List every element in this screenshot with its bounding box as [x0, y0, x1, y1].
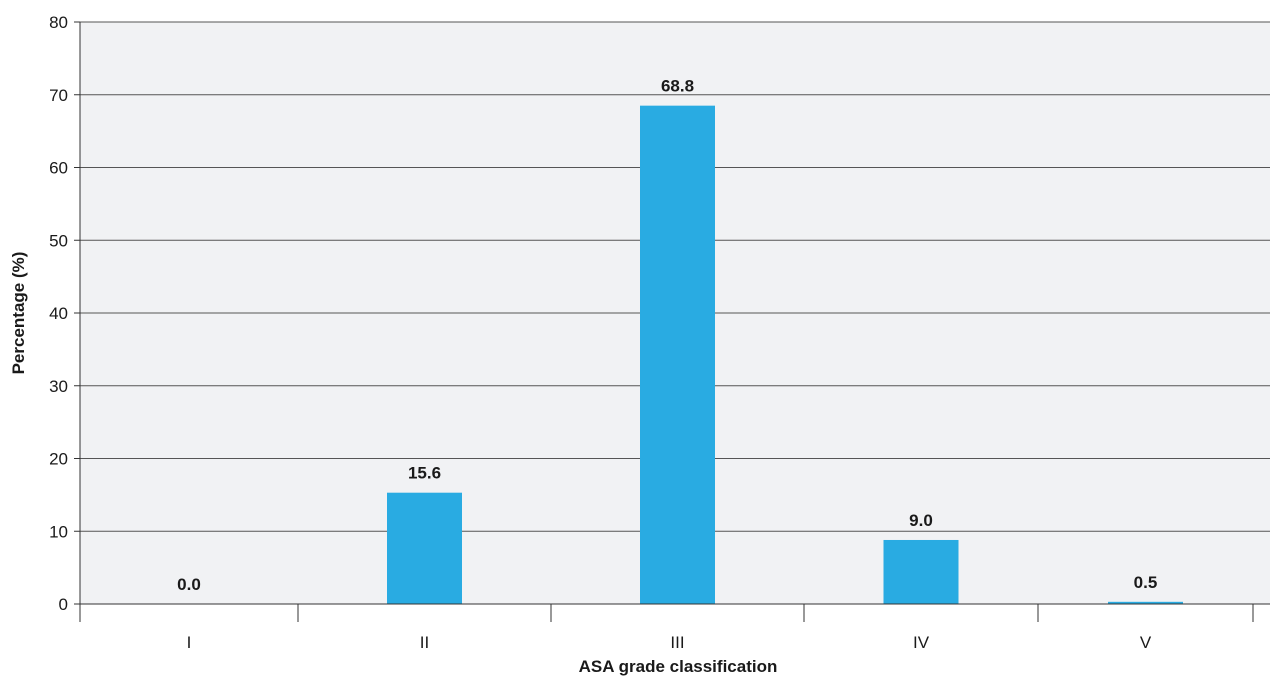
bar-iii — [640, 105, 715, 604]
data-label-iv: 9.0 — [909, 511, 933, 530]
y-tick-label: 40 — [49, 304, 68, 323]
y-tick-label: 10 — [49, 522, 68, 541]
y-tick-label: 0 — [59, 595, 68, 614]
y-tick-label: 60 — [49, 159, 68, 178]
x-axis-title: ASA grade classification — [579, 657, 778, 676]
y-axis-title: Percentage (%) — [9, 252, 28, 375]
x-tick-label: II — [420, 633, 429, 652]
bar-iv — [883, 539, 959, 604]
x-tick-label: I — [187, 633, 192, 652]
y-tick-label: 70 — [49, 86, 68, 105]
x-tick-label: V — [1140, 633, 1152, 652]
bars — [387, 105, 1183, 604]
y-tick-label: 20 — [49, 450, 68, 469]
x-tick-label: III — [670, 633, 684, 652]
y-tick-label: 50 — [49, 231, 68, 250]
data-label-ii: 15.6 — [408, 464, 441, 483]
data-label-i: 0.0 — [177, 575, 201, 594]
x-axis: I II III IV V — [79, 603, 1270, 652]
data-label-v: 0.5 — [1134, 573, 1158, 592]
bar-v — [1108, 601, 1183, 604]
x-tick-label: IV — [913, 633, 930, 652]
bar-ii — [387, 492, 462, 604]
y-axis: 0 10 20 30 40 50 60 70 80 — [49, 13, 81, 614]
y-tick-label: 30 — [49, 377, 68, 396]
data-label-iii: 68.8 — [661, 77, 694, 96]
y-tick-label: 80 — [49, 13, 68, 32]
data-labels: 0.0 15.6 68.8 9.0 0.5 — [177, 77, 1157, 594]
